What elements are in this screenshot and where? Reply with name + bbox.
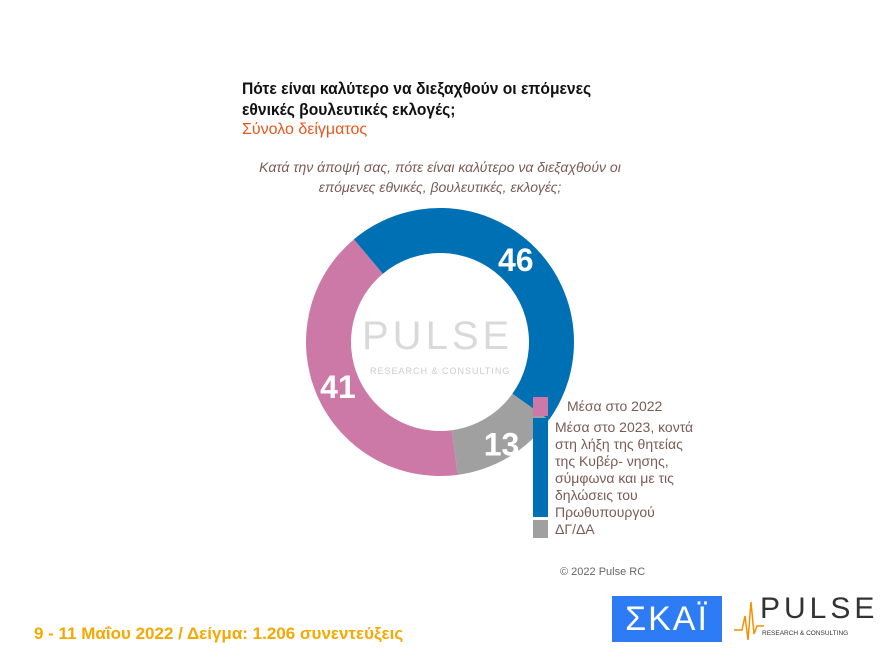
watermark-tagline: RESEARCH & CONSULTING [370, 366, 511, 376]
copyright: © 2022 Pulse RC [560, 566, 646, 578]
watermark-logo: PULSE [362, 314, 514, 358]
donut-slice [451, 393, 549, 475]
data-label: 13 [484, 426, 520, 462]
chart-title: Πότε είναι καλύτερο να διεξαχθούν οι επό… [242, 79, 592, 119]
pulse-logo: PULSE RESEARCH & CONSULTING [734, 592, 874, 642]
survey-question: Κατά την άποψή σας, πότε είναι καλύτερο … [259, 159, 621, 195]
skai-logo: ΣΚΑΪ [612, 596, 722, 642]
legend-swatch [533, 520, 548, 538]
donut-slice [306, 239, 458, 476]
legend-swatch [533, 397, 548, 416]
pulse-logo-text: PULSE [760, 592, 879, 625]
legend-swatch [533, 418, 548, 517]
legend-label: ΔΓ/ΔΑ [555, 521, 595, 537]
data-label: 46 [498, 242, 534, 278]
chart-subtitle: Σύνολο δείγματος [242, 121, 368, 138]
legend-label: Μέσα στο 2022 [567, 398, 663, 414]
data-label: 41 [320, 369, 356, 405]
pulse-logo-tagline: RESEARCH & CONSULTING [762, 630, 849, 637]
pulse-wave-icon [734, 601, 764, 641]
legend-label: Μέσα στο 2023, κοντά στη λήξη της θητεία… [555, 419, 694, 520]
donut-slice [353, 208, 574, 421]
footer-fieldwork: 9 - 11 Μαΐου 2022 / Δείγμα: 1.206 συνεντ… [34, 624, 404, 643]
